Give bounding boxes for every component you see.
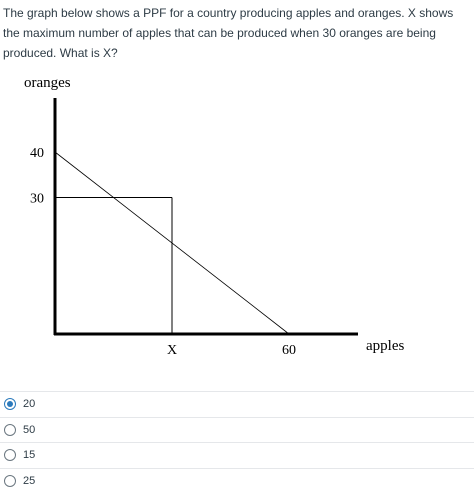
y-axis-label: oranges [24,75,71,91]
y-tick-label: 30 [30,192,44,207]
ppf-line [54,151,290,335]
answer-option-15[interactable]: 15 [0,442,474,468]
radio-button[interactable] [4,398,16,411]
radio-button[interactable] [4,474,16,487]
x-tick-label: 60 [282,343,296,358]
radio-button[interactable] [4,449,16,462]
x-tick-label: X [167,343,177,358]
answer-label: 15 [23,449,36,462]
answer-label: 25 [23,474,36,487]
radio-button[interactable] [4,423,16,436]
answer-label: 50 [23,423,36,436]
answer-option-25[interactable]: 25 [0,467,474,494]
answer-label: 20 [23,398,36,411]
x-axis-label: apples [366,338,404,354]
y-tick-label: 40 [30,146,44,161]
ppf-graph: oranges apples 40 30 X 60 [24,75,404,358]
question-text: The graph below shows a PPF for a countr… [3,6,454,60]
answer-option-20[interactable]: 20 [0,391,474,417]
answer-options: 20 50 15 25 [0,391,474,493]
answer-option-50[interactable]: 50 [0,416,474,443]
